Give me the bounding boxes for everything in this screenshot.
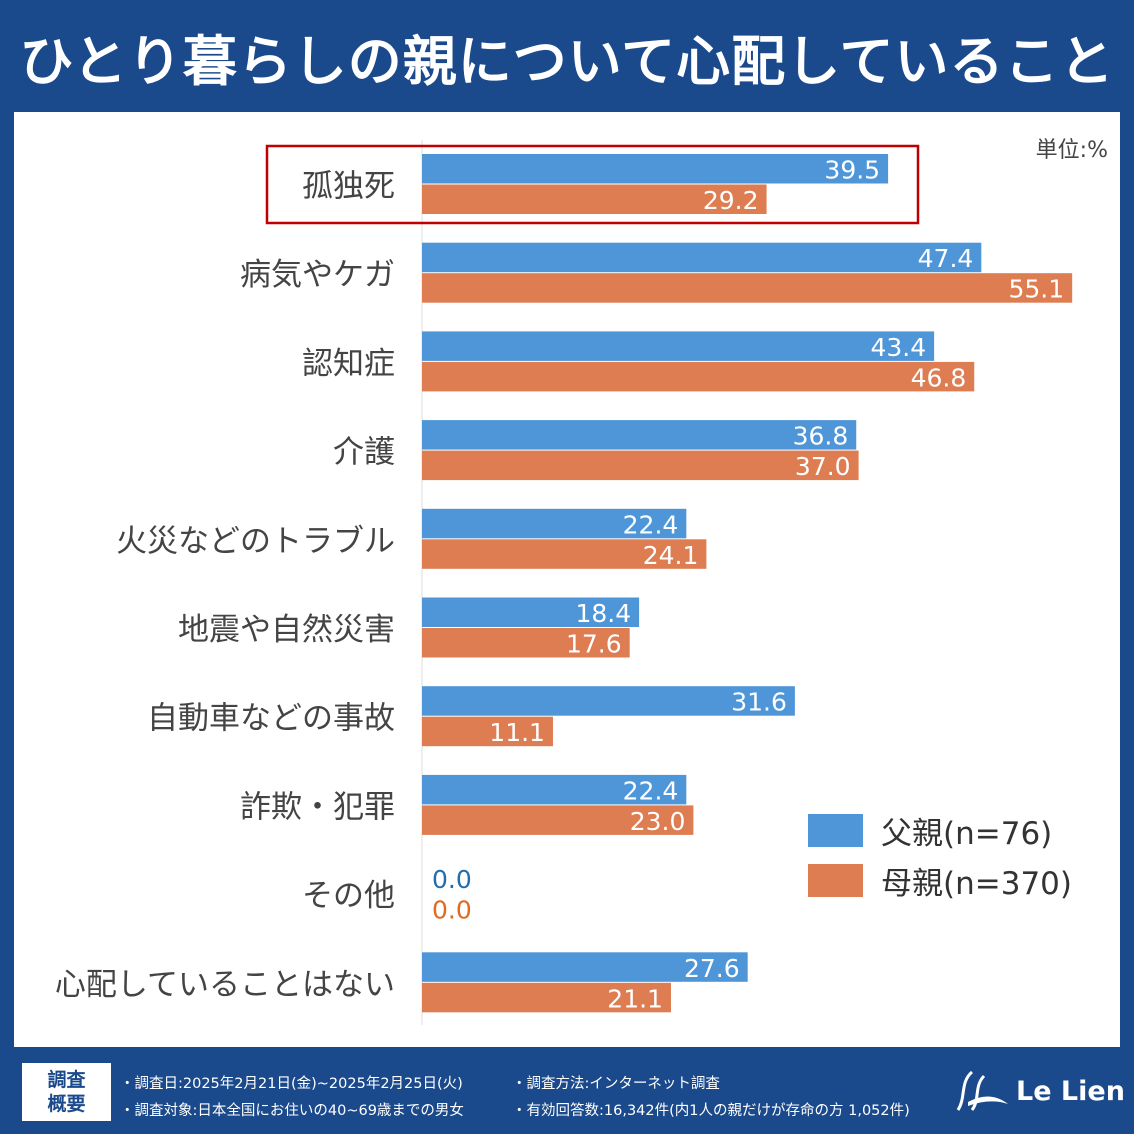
data-label: 27.6 <box>684 954 740 983</box>
data-label: 22.4 <box>623 510 679 539</box>
legend-label-father: 父親(n=76) <box>881 815 1053 852</box>
bar-father <box>422 420 857 450</box>
category-label: その他 <box>302 878 395 914</box>
legend: 父親(n=76) 母親(n=370) <box>808 805 1072 905</box>
data-label: 31.6 <box>731 688 787 717</box>
bar-mother <box>422 716 553 747</box>
data-label: 47.4 <box>918 244 974 273</box>
category-label: 自動車などの事故 <box>147 701 395 737</box>
bar-mother <box>422 184 767 214</box>
bar-mother <box>422 982 671 1013</box>
data-label: 46.8 <box>911 363 967 392</box>
data-label: 22.4 <box>623 776 679 805</box>
survey-summary-box: 調査 概要 <box>22 1063 111 1121</box>
data-label: 0.0 <box>432 865 472 894</box>
bar-father <box>422 508 687 539</box>
bar-mother <box>422 273 1073 303</box>
data-label: 37.0 <box>795 452 851 481</box>
logo-text: Le Lien <box>1016 1075 1125 1107</box>
legend-label-mother: 母親(n=370) <box>881 865 1072 902</box>
data-label: 55.1 <box>1009 275 1065 304</box>
bar-mother <box>422 539 707 569</box>
bar-mother <box>422 628 630 658</box>
bar-father <box>422 952 748 982</box>
category-label: 火災などのトラブル <box>116 523 395 559</box>
bar-father <box>422 686 795 716</box>
unit-label: 単位:% <box>1035 138 1108 163</box>
category-label: 認知症 <box>302 346 395 382</box>
data-label: 43.4 <box>870 333 926 362</box>
survey-date: ・調査日:2025年2月21日(金)~2025年2月25日(火) <box>120 1076 463 1092</box>
bar-mother <box>422 805 694 835</box>
data-label: 39.5 <box>824 156 880 185</box>
page-title: ひとり暮らしの親について心配していること <box>19 29 1115 93</box>
survey-method: ・調査方法:インターネット調査 <box>512 1076 720 1092</box>
logo-mark-icon <box>956 1070 1008 1111</box>
lelien-logo: Le Lien <box>950 1068 1125 1114</box>
bar-father <box>422 331 935 361</box>
data-label: 18.4 <box>575 599 631 628</box>
data-label: 36.8 <box>793 422 849 451</box>
highlight-box <box>265 144 920 225</box>
category-label: 介護 <box>333 435 395 471</box>
bar-chart: 孤独死 39.5 29.2 病気やケガ 47.4 55.1 認知症 43.446.8 介護 36.… <box>55 140 1073 1025</box>
data-label: 24.1 <box>643 541 699 570</box>
bar-mother <box>422 450 859 481</box>
data-label: 21.1 <box>607 984 663 1013</box>
data-label: 0.0 <box>432 896 472 925</box>
category-label: 心配していることはない <box>55 967 395 1003</box>
survey-target: ・調査対象:日本全国にお住いの40~69歳までの男女 <box>120 1103 464 1119</box>
bar-father <box>422 154 889 184</box>
category-label: 孤独死 <box>302 169 395 205</box>
legend-item-mother: 母親(n=370) <box>808 855 1072 905</box>
survey-box-label: 調査 <box>47 1069 86 1091</box>
bar-father <box>422 774 687 805</box>
data-label: 11.1 <box>489 718 545 747</box>
legend-item-father: 父親(n=76) <box>808 805 1072 855</box>
category-label: 詐欺・犯罪 <box>240 789 395 825</box>
legend-swatch-father <box>808 813 863 847</box>
data-label: 23.0 <box>630 807 686 836</box>
summary-box-label: 概要 <box>47 1093 86 1115</box>
survey-responses: ・有効回答数:16,342件(内1人の親だけが存命の方 1,052件) <box>512 1103 910 1119</box>
data-label: 29.2 <box>703 186 759 215</box>
category-label: 地震や自然災害 <box>178 612 395 648</box>
bar-mother <box>422 361 975 392</box>
bar-father <box>422 597 640 627</box>
legend-swatch-mother <box>808 863 863 897</box>
bar-father <box>422 242 982 273</box>
survey-footer: 調査 概要 ・調査日:2025年2月21日(金)~2025年2月25日(火) ・調… <box>0 1050 1134 1134</box>
data-label: 17.6 <box>566 630 622 659</box>
category-label: 病気やケガ <box>240 257 395 293</box>
